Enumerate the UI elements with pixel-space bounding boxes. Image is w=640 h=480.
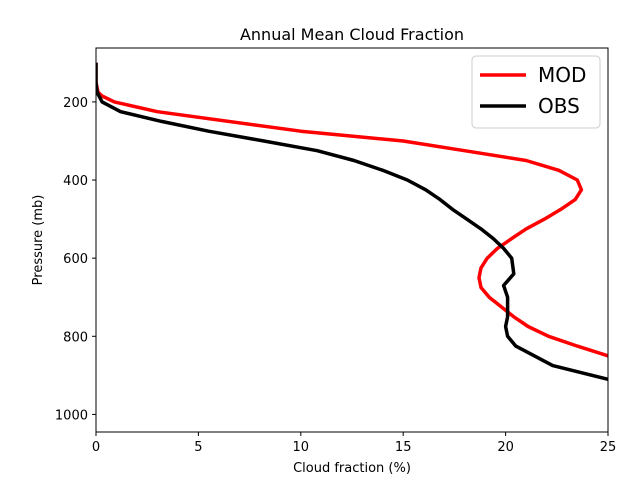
- y-axis: 200 400 600 800 1000: [55, 96, 96, 423]
- y-tick-label: 600: [63, 252, 88, 267]
- legend: MOD OBS: [471, 55, 601, 129]
- x-tick-label: 20: [497, 440, 514, 455]
- series-layer: [96, 62, 608, 381]
- y-tick-label: 400: [63, 174, 88, 189]
- series-line-obs: [96, 62, 608, 381]
- x-axis-label: Cloud fraction (%): [293, 461, 411, 476]
- x-tick-label: 10: [293, 440, 310, 455]
- plot-frame: [95, 47, 609, 433]
- legend-label-obs: OBS: [538, 94, 580, 118]
- y-tick-label: 1000: [55, 408, 88, 423]
- y-tick-label: 200: [63, 96, 88, 111]
- legend-label-mod: MOD: [538, 63, 586, 87]
- x-axis: 0 5 10 15 20 25: [92, 432, 616, 455]
- x-tick-label: 25: [600, 440, 617, 455]
- series-line-mod: [96, 62, 608, 358]
- y-axis-label: Pressure (mb): [31, 195, 46, 286]
- x-tick-label: 15: [395, 440, 412, 455]
- y-tick-label: 800: [63, 330, 88, 345]
- x-tick-label: 5: [194, 440, 202, 455]
- chart-title: Annual Mean Cloud Fraction: [240, 25, 464, 44]
- x-tick-label: 0: [92, 440, 100, 455]
